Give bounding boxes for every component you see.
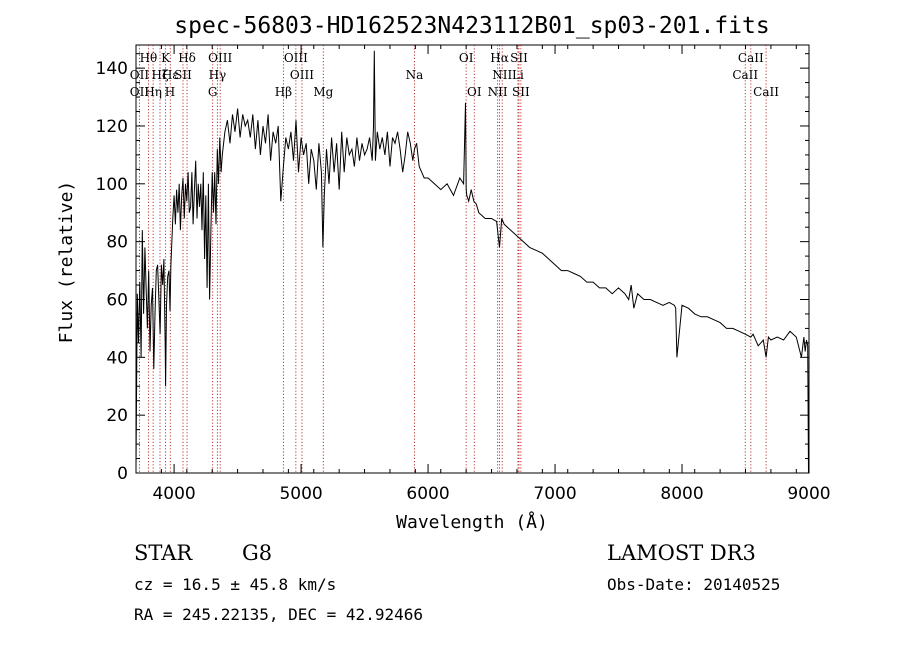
- line-label: Hε: [162, 68, 179, 82]
- y-tick-label: 120: [96, 117, 128, 137]
- line-label: Mg: [313, 85, 333, 99]
- line-label: Hα: [490, 51, 509, 65]
- line-label: Hβ: [275, 85, 292, 99]
- redshift-info: cz = 16.5 ± 45.8 km/s: [134, 575, 336, 594]
- line-label: SII: [510, 51, 528, 65]
- y-axis-label: Flux (relative): [56, 181, 77, 344]
- y-tick-label: 60: [106, 290, 128, 310]
- spectral-line-markers: [138, 45, 767, 473]
- line-label: K: [161, 51, 171, 65]
- y-tick-label: 100: [96, 175, 128, 195]
- line-label: OII: [130, 85, 150, 99]
- line-label: NII: [488, 85, 508, 99]
- line-label: Li: [512, 68, 524, 82]
- line-label: Hζ: [152, 68, 169, 82]
- x-tick-label: 9000: [787, 484, 830, 504]
- line-label: OIII: [208, 51, 232, 65]
- plot-frame: [135, 44, 810, 474]
- line-label: CaII: [753, 85, 779, 99]
- x-tick-label: 8000: [660, 484, 703, 504]
- chart-title: spec-56803-HD162523N423112B01_sp03-201.f…: [174, 13, 769, 39]
- coordinates-info: RA = 245.22135, DEC = 42.92466: [134, 605, 423, 624]
- y-axis-ticks: 0 20 40 60 80 100 120 140: [96, 53, 809, 484]
- line-label: OI: [459, 51, 474, 65]
- line-label: Na: [406, 68, 424, 82]
- line-label: Hθ: [140, 51, 158, 65]
- line-label: NII: [492, 68, 512, 82]
- line-label: Hδ: [178, 51, 196, 65]
- x-axis-label: Wavelength (Å): [396, 511, 548, 533]
- observation-date: Obs-Date: 20140525: [607, 575, 780, 594]
- x-tick-label: 6000: [406, 484, 449, 504]
- y-tick-label: 0: [117, 464, 128, 484]
- x-axis-ticks: 4000 5000 6000 7000 8000 9000: [135, 45, 831, 504]
- object-class: STAR: [134, 541, 193, 565]
- line-label: OI: [467, 85, 482, 99]
- line-label: CaII: [738, 51, 764, 65]
- y-tick-label: 80: [106, 233, 128, 253]
- object-subclass: G8: [242, 541, 272, 565]
- y-tick-label: 140: [96, 59, 128, 79]
- survey-name: LAMOST DR3: [607, 541, 756, 565]
- line-label: OIII: [290, 68, 314, 82]
- y-tick-label: 40: [106, 348, 128, 368]
- line-label: OIII: [284, 51, 308, 65]
- line-label: H: [165, 85, 175, 99]
- line-label: CaII: [732, 68, 758, 82]
- line-label: OII: [130, 68, 150, 82]
- line-label: G: [208, 85, 218, 99]
- line-label: Hγ: [209, 68, 227, 82]
- line-label: SII: [512, 85, 530, 99]
- y-tick-label: 20: [106, 406, 128, 426]
- x-tick-label: 4000: [152, 484, 195, 504]
- x-tick-label: 7000: [533, 484, 576, 504]
- x-tick-label: 5000: [279, 484, 322, 504]
- spectrum-line: [135, 50, 809, 474]
- line-label: SII: [174, 68, 192, 82]
- line-label: Hη: [144, 85, 162, 99]
